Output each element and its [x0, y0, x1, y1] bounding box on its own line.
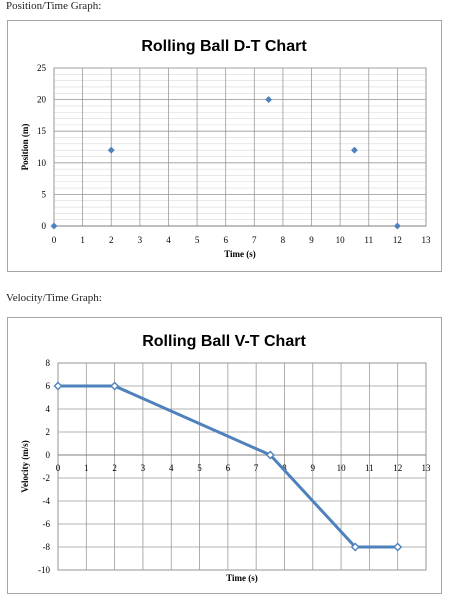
dt-x-tick-label: 13: [422, 235, 432, 245]
vt-data-point: [350, 542, 360, 552]
vt-y-tick-label: 6: [46, 381, 51, 391]
vt-x-tick-label: 2: [112, 463, 117, 473]
dt-data-point: [107, 146, 115, 154]
vt-y-tick-label: 8: [46, 358, 51, 368]
dt-x-tick-label: 10: [336, 235, 346, 245]
vt-chart-panel: Rolling Ball V-T Chart -10 -8 -6 -4 -2 0 2 4 6 8 0…: [7, 317, 442, 594]
vt-x-tick-label: 1: [84, 463, 89, 473]
dt-x-tick-label: 3: [138, 235, 143, 245]
dt-x-tick-label: 2: [109, 235, 114, 245]
vt-x-tick-label: 10: [337, 463, 347, 473]
dt-grid: [53, 67, 427, 227]
vt-data-point: [110, 381, 120, 391]
dt-data-point: [265, 96, 273, 104]
dt-x-tick-label: 9: [309, 235, 314, 245]
vt-y-tick-label: -10: [38, 565, 50, 575]
vt-y-tick-label: -8: [43, 542, 51, 552]
vt-x-tick-label: 5: [197, 463, 202, 473]
vt-y-tick-label: -6: [43, 519, 51, 529]
dt-data-point: [393, 222, 401, 230]
vt-y-tick-label: 2: [46, 427, 51, 437]
vt-data-point: [393, 542, 403, 552]
vt-data-point: [53, 381, 63, 391]
dt-x-tick-label: 11: [364, 235, 373, 245]
vt-y-tick-label: -4: [43, 496, 51, 506]
vt-x-tick-label: 3: [141, 463, 146, 473]
dt-plot-border: [53, 67, 427, 227]
vt-chart-title: Rolling Ball V-T Chart: [142, 333, 306, 350]
vt-x-tick-label: 11: [365, 463, 374, 473]
position-section-label: Position/Time Graph:: [6, 0, 102, 12]
vt-y-tick-label: 4: [46, 404, 51, 414]
vt-y-tick-label: -2: [43, 473, 51, 483]
dt-data-point: [50, 222, 58, 230]
vt-grid: [57, 362, 427, 571]
dt-y-tick-label: 15: [37, 126, 47, 136]
dt-y-tick-label: 25: [37, 63, 47, 73]
vt-y-axis-title: Velocity (m/s): [20, 440, 30, 492]
dt-y-tick-label: 20: [37, 95, 47, 105]
dt-x-tick-label: 4: [166, 235, 171, 245]
dt-x-tick-label: 5: [195, 235, 200, 245]
dt-x-tick-label: 12: [393, 235, 402, 245]
dt-x-tick-label: 7: [252, 235, 257, 245]
dt-x-axis-title: Time (s): [224, 249, 256, 259]
vt-x-tick-label: 4: [169, 463, 174, 473]
vt-x-axis-title: Time (s): [226, 573, 258, 583]
vt-data-point: [265, 450, 275, 460]
vt-x-tick-label: 9: [311, 463, 316, 473]
vt-x-tick-label: 12: [393, 463, 402, 473]
dt-y-tick-label: 10: [37, 158, 47, 168]
dt-data-point: [350, 146, 359, 154]
vt-y-tick-label: 0: [46, 450, 51, 460]
vt-x-tick-label: 13: [422, 463, 432, 473]
dt-data-points: [50, 96, 401, 230]
dt-x-tick-label: 1: [80, 235, 85, 245]
vt-x-tick-label: 8: [282, 463, 287, 473]
vt-x-tick-label: 0: [56, 463, 61, 473]
dt-y-axis-title: Position (m): [20, 124, 30, 171]
dt-x-tick-label: 6: [223, 235, 228, 245]
dt-chart-title: Rolling Ball D-T Chart: [141, 38, 307, 55]
vt-x-tick-label: 6: [226, 463, 231, 473]
dt-chart-panel: Rolling Ball D-T Chart 0 5 10 15 20 25 0 1 2 3 4 5 6…: [7, 20, 442, 272]
vt-chart: Rolling Ball V-T Chart -10 -8 -6 -4 -2 0 2 4 6 8 0…: [20, 333, 431, 583]
vt-data-series: [53, 381, 403, 552]
velocity-section-label: Velocity/Time Graph:: [6, 292, 102, 304]
dt-x-tick-label: 8: [281, 235, 286, 245]
dt-y-tick-label: 5: [42, 189, 47, 199]
dt-x-tick-label: 0: [52, 235, 57, 245]
dt-y-tick-label: 0: [42, 221, 47, 231]
vt-x-tick-label: 7: [254, 463, 259, 473]
